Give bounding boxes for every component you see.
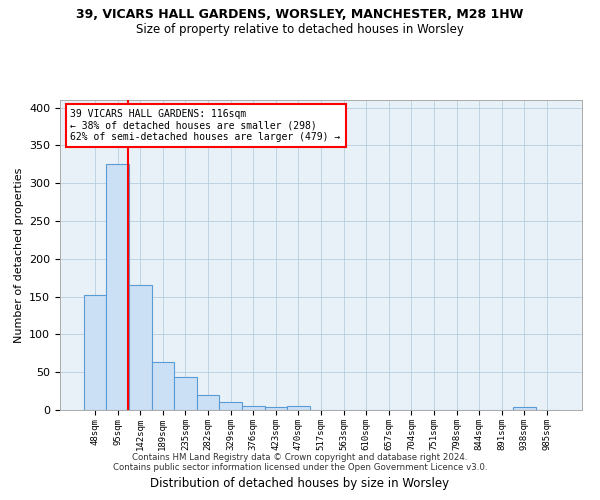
Bar [197,395,220,410]
Bar [106,164,129,410]
Text: Distribution of detached houses by size in Worsley: Distribution of detached houses by size … [151,477,449,490]
Text: Contains public sector information licensed under the Open Government Licence v3: Contains public sector information licen… [113,464,487,472]
Text: 39, VICARS HALL GARDENS, WORSLEY, MANCHESTER, M28 1HW: 39, VICARS HALL GARDENS, WORSLEY, MANCHE… [76,8,524,20]
Y-axis label: Number of detached properties: Number of detached properties [14,168,23,342]
Bar [129,285,152,410]
Bar [513,407,536,410]
Bar [287,406,310,410]
Bar [174,378,197,410]
Bar [242,406,265,410]
Text: 39 VICARS HALL GARDENS: 116sqm
← 38% of detached houses are smaller (298)
62% of: 39 VICARS HALL GARDENS: 116sqm ← 38% of … [70,110,341,142]
Bar [220,402,242,410]
Text: Size of property relative to detached houses in Worsley: Size of property relative to detached ho… [136,22,464,36]
Bar [152,362,174,410]
Text: Contains HM Land Registry data © Crown copyright and database right 2024.: Contains HM Land Registry data © Crown c… [132,454,468,462]
Bar [265,407,287,410]
Bar [84,295,106,410]
